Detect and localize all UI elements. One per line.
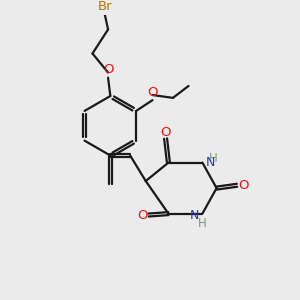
Text: H: H	[209, 152, 218, 165]
Text: O: O	[160, 126, 171, 139]
Text: Br: Br	[98, 0, 112, 13]
Text: O: O	[147, 86, 158, 99]
Text: O: O	[238, 179, 248, 192]
Text: N: N	[190, 208, 199, 221]
Text: O: O	[103, 63, 113, 76]
Text: H: H	[198, 217, 207, 230]
Text: O: O	[137, 208, 148, 221]
Text: N: N	[206, 156, 215, 169]
